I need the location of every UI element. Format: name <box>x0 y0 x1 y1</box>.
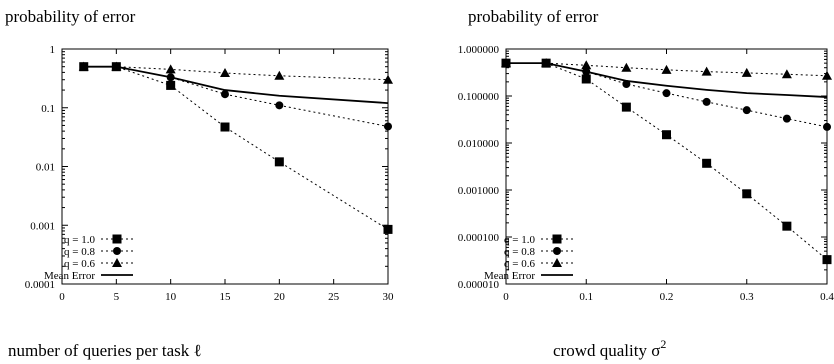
data-point <box>662 89 671 98</box>
data-point <box>822 255 832 265</box>
y-axis-label: probability of error <box>468 7 599 26</box>
legend-marker <box>112 234 122 244</box>
data-point <box>823 122 831 131</box>
data-point <box>661 64 672 74</box>
data-point <box>742 189 752 199</box>
data-point <box>383 224 393 234</box>
y-tick-label: 0.001 <box>30 220 55 232</box>
series-mean-error <box>506 62 828 98</box>
y-tick-label: 1 <box>50 44 56 56</box>
data-point <box>621 62 632 72</box>
series-line <box>83 65 389 104</box>
y-tick-label: 0.1 <box>41 103 55 115</box>
legend-label: q = 0.6 <box>64 258 95 270</box>
legend-label: q = 1.0 <box>64 234 95 246</box>
data-point <box>275 101 284 110</box>
legend-label: q = 0.6 <box>504 258 535 270</box>
series-q-0-8 <box>79 62 392 131</box>
data-point <box>702 158 712 168</box>
x-axis-label-superscript: 2 <box>660 337 666 351</box>
data-point <box>822 70 832 80</box>
data-point <box>742 106 751 115</box>
y-tick-label: 0.010000 <box>458 138 500 150</box>
series-q-0-6 <box>501 58 832 80</box>
data-point <box>274 70 285 80</box>
x-tick-label: 0 <box>59 291 65 303</box>
data-point <box>621 102 631 112</box>
y-tick-label: 0.0001 <box>25 279 55 291</box>
legend-marker <box>552 234 562 244</box>
data-point <box>165 64 176 74</box>
x-tick-label: 0.3 <box>740 291 754 303</box>
data-point <box>781 69 792 79</box>
data-point <box>221 90 229 99</box>
data-point <box>384 122 392 131</box>
data-point <box>701 66 712 76</box>
data-point <box>220 68 230 78</box>
data-point <box>782 221 792 231</box>
y-tick-label: 0.000100 <box>458 232 500 244</box>
x-tick-label: 30 <box>383 291 395 303</box>
x-tick-label: 0.1 <box>579 291 593 303</box>
legend-marker <box>112 258 122 267</box>
plot-frame <box>61 48 389 285</box>
y-tick-label: 1.000000 <box>458 44 500 56</box>
legend-label: q = 1.0 <box>504 234 535 246</box>
series-mean-error <box>83 65 389 104</box>
x-tick-label: 5 <box>114 291 120 303</box>
x-axis-label: crowd quality σ2 <box>553 337 666 360</box>
y-tick-label: 0.000010 <box>458 279 500 291</box>
x-tick-label: 10 <box>165 291 177 303</box>
chart-queries: probability of error number of queries p… <box>5 7 394 360</box>
x-tick-label: 0.2 <box>660 291 674 303</box>
legend-marker <box>552 258 562 267</box>
x-tick-label: 0 <box>503 291 509 303</box>
series-q-1-0 <box>79 62 393 234</box>
legend-marker <box>553 247 561 255</box>
data-point <box>581 60 592 70</box>
y-tick-label: 0.100000 <box>458 91 500 103</box>
legend-label: Mean Error <box>44 270 95 282</box>
data-point <box>220 122 230 132</box>
legend-marker <box>113 247 121 255</box>
x-tick-label: 0.4 <box>820 291 834 303</box>
data-point <box>782 114 791 123</box>
data-point <box>581 74 591 84</box>
data-point <box>741 67 752 77</box>
x-axis-label: number of queries per task ℓ <box>8 341 202 360</box>
data-point <box>383 74 393 84</box>
y-tick-label: 0.001000 <box>458 185 500 197</box>
series-q-0-6 <box>78 61 393 84</box>
legend-label: q = 0.8 <box>64 246 95 258</box>
y-tick-label: 0.01 <box>36 162 55 174</box>
data-point <box>702 97 711 106</box>
x-tick-label: 20 <box>274 291 286 303</box>
data-point <box>166 80 176 90</box>
legend-label: Mean Error <box>484 270 535 282</box>
data-point <box>662 130 671 140</box>
data-point <box>274 157 284 167</box>
series-line <box>83 66 389 127</box>
x-axis-label-text: crowd quality σ <box>553 341 660 360</box>
legend-label: q = 0.8 <box>504 246 535 258</box>
series-line <box>506 62 828 98</box>
y-axis-label: probability of error <box>5 7 136 26</box>
x-tick-label: 25 <box>328 291 340 303</box>
x-tick-label: 15 <box>220 291 232 303</box>
